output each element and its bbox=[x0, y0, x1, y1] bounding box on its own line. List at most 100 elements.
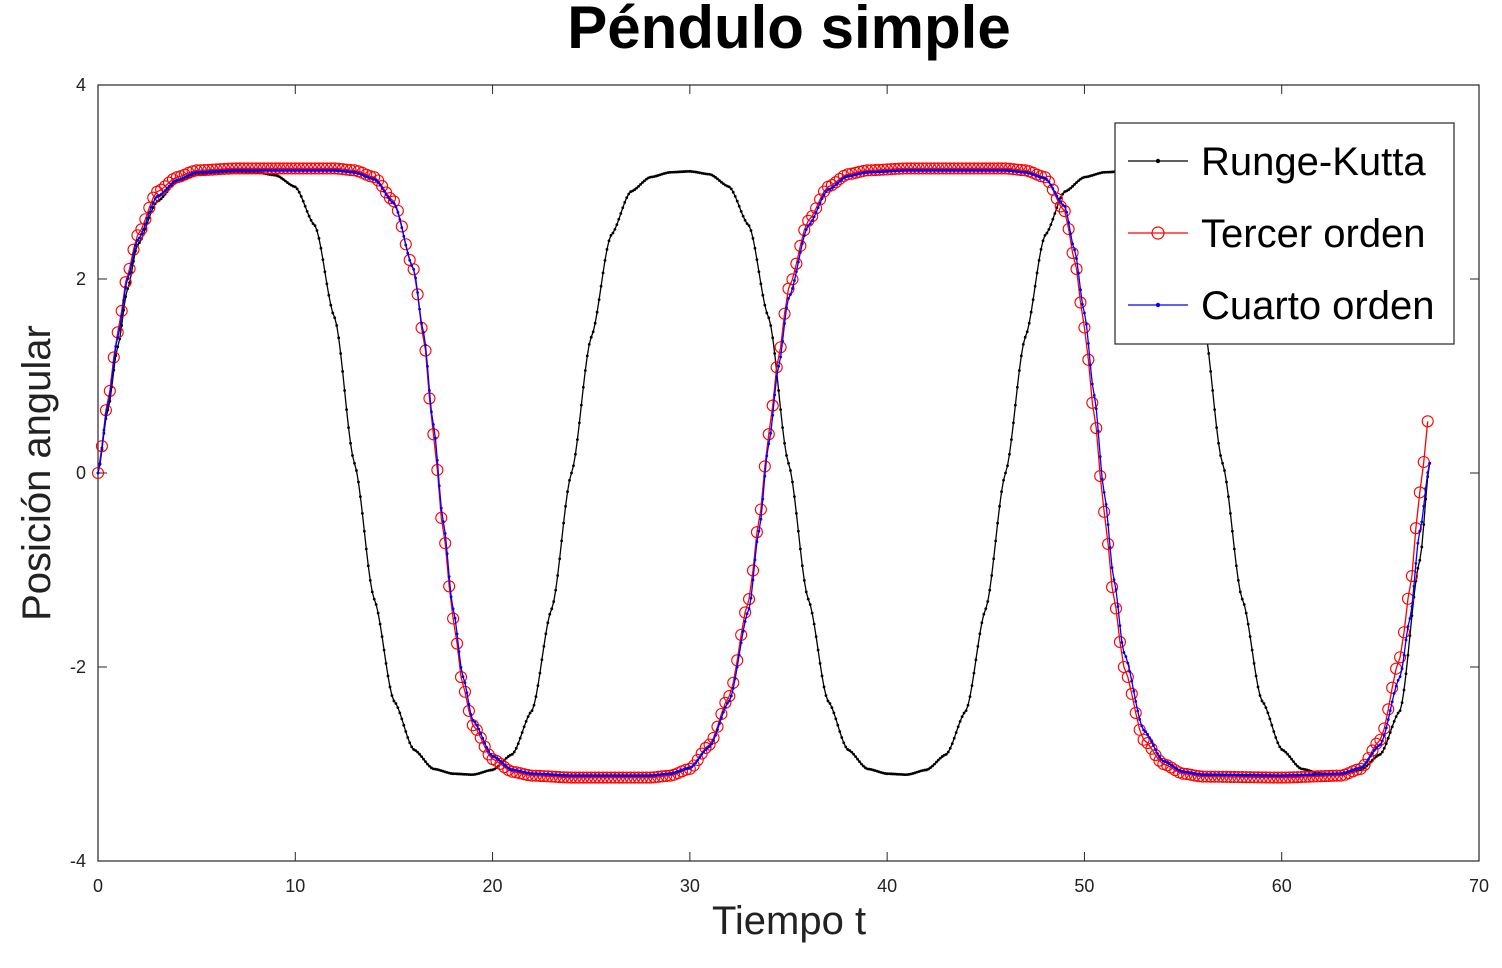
data-point bbox=[940, 162, 953, 175]
data-point bbox=[459, 665, 463, 669]
data-point bbox=[988, 588, 992, 592]
data-point bbox=[240, 168, 244, 172]
data-point bbox=[595, 774, 599, 778]
data-point bbox=[562, 773, 565, 777]
data-point bbox=[601, 271, 605, 275]
data-point bbox=[1003, 162, 1016, 175]
data-point bbox=[933, 168, 936, 172]
data-point bbox=[414, 749, 418, 752]
data-point bbox=[494, 757, 507, 770]
data-point bbox=[469, 712, 473, 716]
data-point bbox=[627, 192, 631, 196]
data-point bbox=[601, 774, 605, 778]
data-point bbox=[1363, 763, 1366, 767]
data-point bbox=[171, 180, 175, 184]
data-point bbox=[591, 774, 595, 778]
data-point bbox=[871, 170, 875, 174]
data-point bbox=[568, 478, 571, 482]
data-point bbox=[1323, 769, 1336, 782]
data-point bbox=[649, 774, 652, 778]
data-point bbox=[295, 187, 299, 191]
x-tick-label: 40 bbox=[877, 876, 897, 896]
data-point bbox=[829, 176, 842, 189]
data-point bbox=[1137, 733, 1150, 746]
data-point bbox=[1132, 689, 1136, 693]
data-point bbox=[612, 771, 625, 784]
data-point bbox=[896, 162, 909, 175]
legend-swatch-marker bbox=[1155, 158, 1161, 164]
data-point bbox=[1019, 354, 1023, 358]
data-point bbox=[544, 632, 548, 636]
data-point bbox=[230, 169, 234, 172]
data-point bbox=[1047, 180, 1051, 184]
data-point bbox=[1098, 455, 1102, 459]
data-point bbox=[583, 774, 587, 778]
data-point bbox=[522, 725, 526, 729]
y-tick-label: 2 bbox=[76, 269, 86, 289]
data-point bbox=[1420, 545, 1424, 549]
data-point bbox=[422, 757, 425, 761]
data-point bbox=[611, 774, 615, 778]
data-point bbox=[305, 209, 309, 213]
data-point bbox=[504, 765, 508, 768]
data-point bbox=[576, 438, 579, 442]
data-point bbox=[825, 179, 838, 192]
data-point bbox=[1260, 699, 1264, 703]
data-point bbox=[928, 162, 941, 175]
data-point bbox=[1275, 771, 1288, 784]
data-point bbox=[787, 461, 790, 465]
data-point bbox=[729, 187, 733, 191]
legend-swatch-marker bbox=[1155, 302, 1161, 308]
data-point bbox=[1290, 774, 1293, 777]
data-point bbox=[629, 774, 633, 778]
data-point bbox=[1392, 719, 1396, 723]
data-point bbox=[976, 644, 980, 648]
data-point bbox=[1096, 429, 1100, 433]
data-point bbox=[691, 753, 704, 766]
data-point bbox=[800, 242, 804, 245]
data-point bbox=[814, 193, 827, 206]
data-point bbox=[1272, 774, 1276, 777]
data-point bbox=[1098, 505, 1111, 518]
data-point bbox=[770, 361, 783, 374]
data-point bbox=[901, 773, 905, 776]
data-point bbox=[1296, 764, 1299, 768]
data-point bbox=[956, 168, 960, 172]
data-point bbox=[971, 162, 984, 175]
data-point bbox=[1152, 744, 1155, 747]
data-point bbox=[672, 170, 676, 174]
data-point bbox=[1229, 773, 1232, 777]
data-point bbox=[1390, 700, 1394, 704]
data-point bbox=[234, 162, 247, 175]
data-point bbox=[1329, 772, 1333, 776]
data-point bbox=[282, 178, 285, 181]
data-point bbox=[246, 168, 250, 172]
data-point bbox=[1333, 772, 1337, 776]
data-point bbox=[759, 282, 763, 286]
data-point bbox=[641, 774, 644, 778]
data-point bbox=[1049, 183, 1053, 187]
data-point bbox=[1037, 258, 1041, 262]
data-point bbox=[266, 168, 270, 172]
data-point bbox=[644, 771, 657, 784]
data-point bbox=[1402, 688, 1406, 692]
data-point bbox=[1378, 752, 1382, 756]
data-point bbox=[437, 484, 441, 488]
data-point bbox=[1282, 749, 1286, 752]
data-point bbox=[1246, 622, 1250, 626]
data-point bbox=[1248, 635, 1252, 639]
data-point bbox=[383, 192, 397, 205]
data-point bbox=[911, 168, 915, 172]
data-point bbox=[786, 273, 799, 286]
data-point bbox=[1230, 529, 1234, 533]
data-point bbox=[195, 170, 199, 174]
data-point bbox=[747, 224, 751, 228]
data-point bbox=[950, 168, 954, 172]
data-point bbox=[577, 774, 581, 778]
data-point bbox=[1282, 774, 1286, 778]
data-point bbox=[964, 168, 968, 172]
data-point bbox=[956, 725, 960, 729]
data-point bbox=[869, 164, 882, 177]
data-point bbox=[987, 162, 1000, 175]
